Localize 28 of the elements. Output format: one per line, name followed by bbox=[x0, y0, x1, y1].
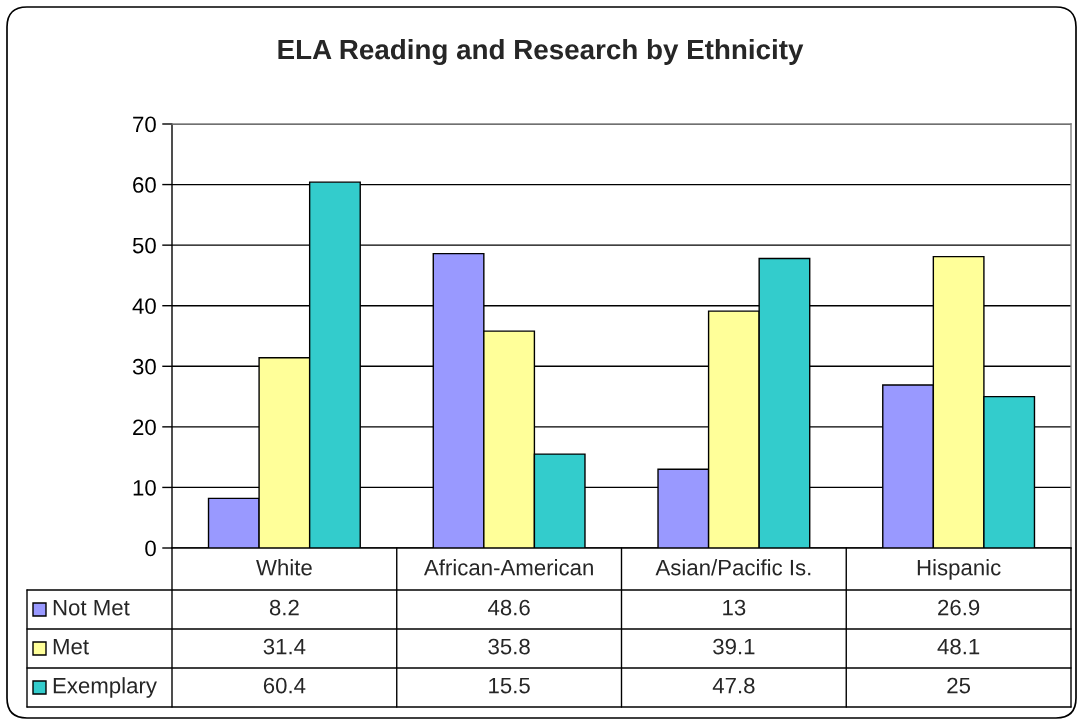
legend-label: Met bbox=[53, 638, 89, 655]
data-label: 48.6 bbox=[488, 599, 530, 616]
data-label: 13 bbox=[723, 599, 746, 616]
data-label: 25 bbox=[947, 677, 971, 694]
data-label: 39.1 bbox=[713, 638, 755, 655]
y-tick-label: 40 bbox=[132, 298, 156, 314]
y-tick-label: 20 bbox=[133, 419, 156, 436]
data-label: 47.8 bbox=[712, 677, 755, 694]
y-tick-label: 10 bbox=[133, 479, 156, 496]
data-label: 26.9 bbox=[938, 599, 980, 616]
x-tick-label: White bbox=[256, 559, 312, 576]
data-label: 15.5 bbox=[489, 677, 530, 694]
data-label: 31.4 bbox=[263, 638, 306, 655]
legend-label: Not Met bbox=[53, 599, 130, 616]
y-tick-label: 30 bbox=[132, 358, 156, 375]
x-tick-label: Asian/Pacific Is. bbox=[655, 559, 811, 576]
y-tick-label: 50 bbox=[132, 237, 156, 254]
y-tick-label: 70 bbox=[133, 116, 156, 133]
x-tick-label: Hispanic bbox=[917, 559, 1001, 580]
x-tick-label: African-American bbox=[423, 559, 593, 576]
data-label: 48.1 bbox=[937, 638, 980, 655]
data-label: 8.2 bbox=[269, 599, 299, 616]
chart-title: ELA Reading and Research by Ethnicity bbox=[278, 38, 804, 66]
data-label: 60.4 bbox=[263, 677, 306, 694]
y-tick-label: 0 bbox=[145, 540, 156, 557]
data-label: 35.8 bbox=[488, 638, 530, 655]
legend-label: Exemplary bbox=[53, 677, 157, 698]
y-tick-label: 60 bbox=[133, 177, 156, 193]
